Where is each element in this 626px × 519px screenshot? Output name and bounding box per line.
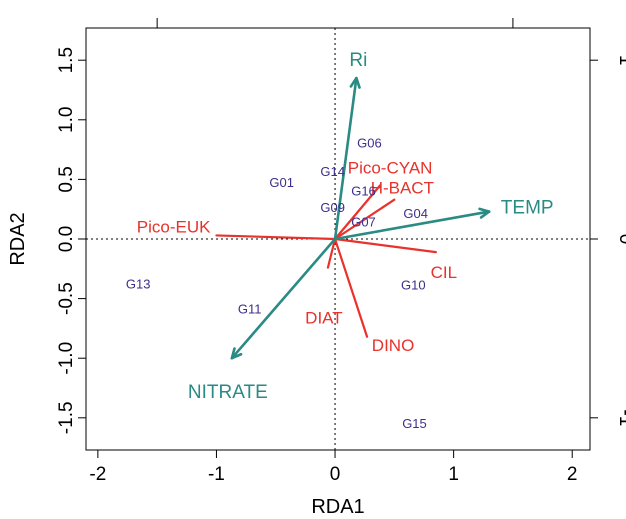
site-g16: G16 xyxy=(351,183,376,198)
y-tick-label: -0.5 xyxy=(56,282,77,315)
site-g11: G11 xyxy=(238,301,262,316)
site-g09: G09 xyxy=(320,200,345,215)
ri-vector xyxy=(333,76,358,241)
h-bact-label: H-BACT xyxy=(371,179,434,198)
x-tick-label: -2 xyxy=(89,464,106,485)
nitrate-arrowhead xyxy=(230,347,243,360)
vectors xyxy=(215,76,491,360)
y-tick-label: 0.0 xyxy=(56,226,77,252)
diat-vector xyxy=(326,237,337,269)
x-tick-label: 2 xyxy=(567,464,578,485)
nitrate-label: NITRATE xyxy=(188,382,268,403)
dino-label: DINO xyxy=(372,336,415,355)
site-g07: G07 xyxy=(351,214,376,229)
right-tick-label: 0 xyxy=(615,234,626,245)
y-tick-label: -1.0 xyxy=(56,342,77,375)
pico-cyan-vector xyxy=(333,184,382,241)
x-tick-label: 1 xyxy=(448,464,459,485)
nitrate-vector xyxy=(230,237,337,360)
cil-label: CIL xyxy=(431,263,457,282)
x-tick-label: 0 xyxy=(330,464,341,485)
pico-euk-label: Pico-EUK xyxy=(137,217,211,236)
point-labels: Pico-EUK Pico-CYAN H-BACT CIL DIAT DINO Ri TEMP… xyxy=(126,50,554,431)
site-g10: G10 xyxy=(401,277,426,292)
dino-vector xyxy=(333,237,369,338)
h-bact-vector xyxy=(333,198,396,241)
site-g01: G01 xyxy=(269,175,294,190)
temp-arrowhead xyxy=(478,207,491,219)
site-g14: G14 xyxy=(320,164,345,179)
site-g06: G06 xyxy=(357,136,382,151)
x-axis-title: RDA1 xyxy=(311,496,364,518)
x-tick-label: -1 xyxy=(208,464,225,485)
y-axis-title: RDA2 xyxy=(7,212,29,265)
ri-label: Ri xyxy=(349,50,367,71)
right-tick-label: 1 xyxy=(615,55,626,66)
temp-label: TEMP xyxy=(501,198,554,219)
axis-ticks: -2 -1 0 1 2 -1.5 -1.0 -0.5 0.0 0.5 1.0 1.5 -1 0 1 xyxy=(56,18,626,485)
right-tick-label: -1 xyxy=(615,409,626,426)
cil-vector xyxy=(333,237,437,254)
site-g15: G15 xyxy=(402,416,427,431)
pico-euk-vector xyxy=(215,234,337,241)
y-tick-label: 1.5 xyxy=(56,47,77,73)
site-g04: G04 xyxy=(403,206,428,221)
site-g13: G13 xyxy=(126,276,151,291)
y-tick-label: -1.5 xyxy=(56,401,77,434)
y-tick-label: 1.0 xyxy=(56,107,77,133)
diat-label: DIAT xyxy=(305,309,342,328)
ri-arrowhead xyxy=(349,76,361,89)
pico-cyan-label: Pico-CYAN xyxy=(348,158,433,177)
temp-vector xyxy=(333,210,491,241)
y-tick-label: 0.5 xyxy=(56,166,77,192)
